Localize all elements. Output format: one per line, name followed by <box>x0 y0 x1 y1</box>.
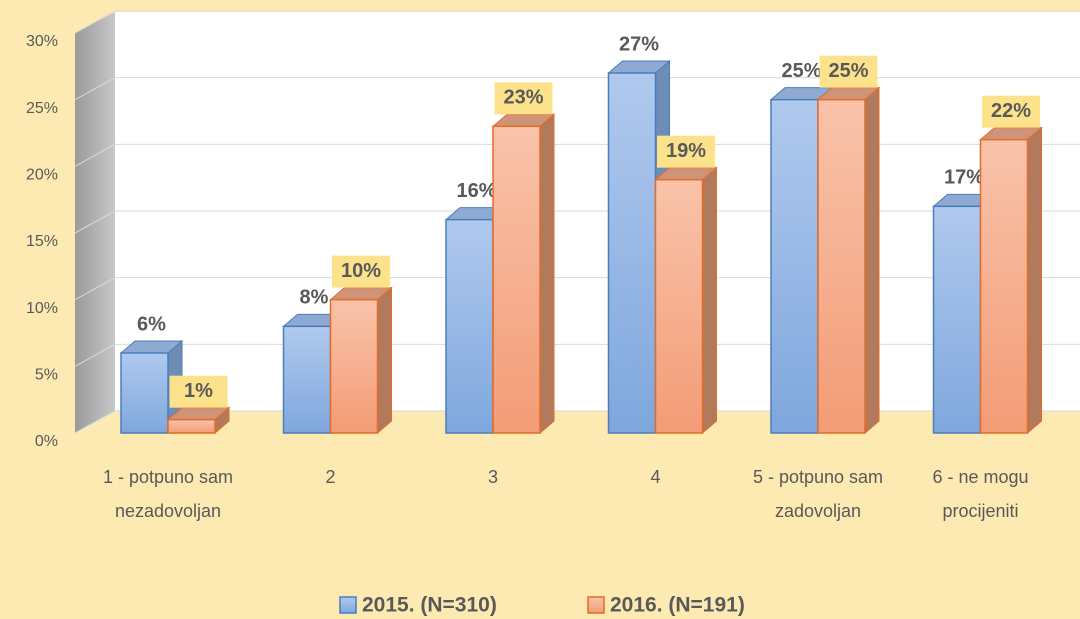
data-label: 22% <box>991 100 1031 122</box>
grid-line <box>74 210 116 234</box>
y-tick-label: 0% <box>35 433 58 450</box>
data-label: 10% <box>341 260 381 282</box>
x-tick-label: 5 - potpuno sam zadovoljan <box>752 467 884 521</box>
grid-line <box>74 143 116 167</box>
data-label: 16% <box>456 180 496 202</box>
x-tick-label: 2 <box>325 467 336 487</box>
grid-line <box>74 410 116 434</box>
x-tick-label: 6 - ne mogu procijeniti <box>932 467 1029 521</box>
bar <box>817 98 866 434</box>
data-label: 6% <box>137 313 166 335</box>
grid-line <box>74 77 116 101</box>
x-tick-label: 4 <box>650 467 661 487</box>
data-label-box <box>169 375 228 408</box>
bar <box>445 218 494 434</box>
bar-side <box>864 86 880 435</box>
data-label: 25% <box>781 60 821 82</box>
data-label-box <box>494 82 553 115</box>
bar <box>120 352 169 434</box>
bar-side <box>539 113 555 435</box>
bar-side <box>1027 126 1042 435</box>
y-tick-label: 5% <box>35 367 58 384</box>
data-label: 19% <box>666 140 706 162</box>
legend-swatch <box>587 596 605 614</box>
bar <box>654 178 704 434</box>
data-label: 23% <box>503 87 543 109</box>
y-tick-label: 30% <box>26 33 58 50</box>
x-tick-label: 3 <box>487 467 498 487</box>
y-tick-label: 15% <box>26 233 58 250</box>
grid-line <box>74 343 116 367</box>
data-label: 8% <box>300 287 329 309</box>
bar <box>329 298 379 434</box>
y-tick-label: 25% <box>26 100 58 117</box>
bar <box>770 98 819 434</box>
bar <box>282 325 332 434</box>
data-label: 27% <box>619 33 659 55</box>
x-tick-label: 1 - potpuno sam nezadovoljan <box>102 467 234 521</box>
data-label-box <box>819 55 878 88</box>
y-tick-label: 10% <box>26 300 58 317</box>
data-label: 25% <box>828 60 868 82</box>
data-label-box <box>657 135 715 168</box>
data-label: 1% <box>184 380 213 402</box>
legend-label: 2016. (N=191) <box>610 594 745 617</box>
data-label-box <box>982 95 1040 128</box>
bar <box>167 418 216 434</box>
data-label-box <box>332 255 390 288</box>
y-tick-label: 20% <box>26 167 58 184</box>
bar-side <box>377 286 392 435</box>
legend-label: 2015. (N=310) <box>362 594 497 617</box>
bar-side <box>702 166 717 435</box>
bar <box>492 125 541 434</box>
data-label: 17% <box>944 167 984 189</box>
bar <box>932 205 982 434</box>
grid-line <box>74 277 116 301</box>
bar <box>607 72 657 434</box>
grid-line <box>74 10 116 34</box>
legend-swatch <box>339 596 357 614</box>
bar <box>979 138 1029 434</box>
